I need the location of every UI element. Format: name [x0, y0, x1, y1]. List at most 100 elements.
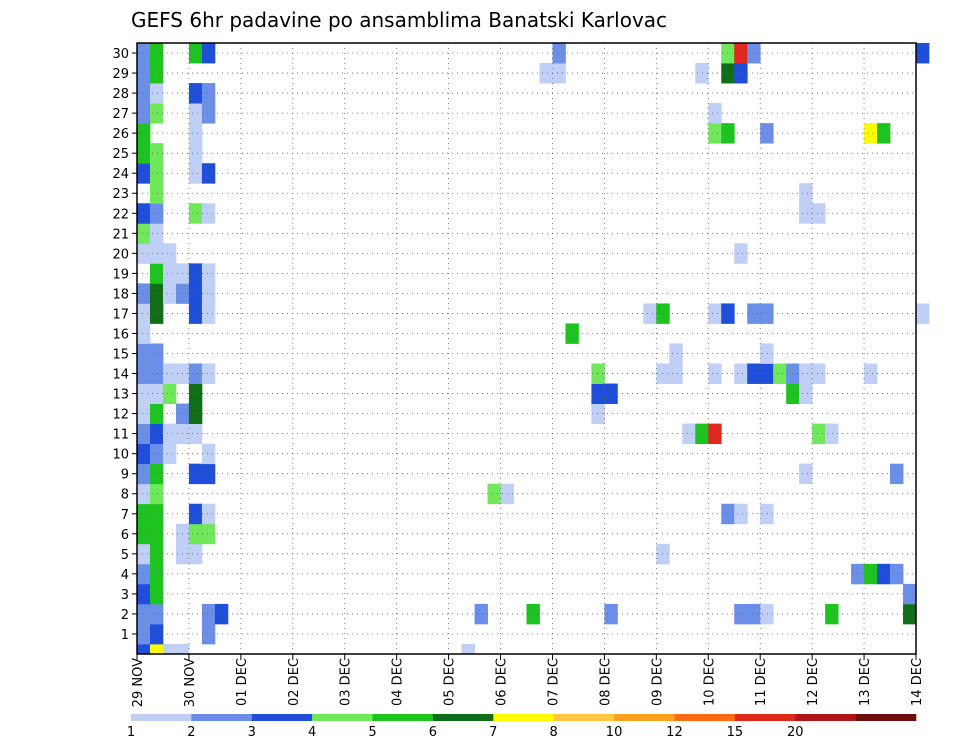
- colorbar-swatch: [614, 714, 675, 721]
- x-tick-label: 03 DEC: [339, 658, 354, 706]
- precip-cell: [604, 603, 618, 625]
- precip-cell: [747, 363, 761, 384]
- precip-cell: [812, 203, 826, 224]
- precip-cell: [137, 323, 151, 344]
- colorbar-label: 4: [308, 725, 316, 740]
- y-tick-label: 21: [112, 227, 129, 242]
- precip-cell: [137, 83, 151, 104]
- precip-cell: [137, 463, 151, 485]
- precip-cell: [734, 63, 748, 84]
- precip-cell: [149, 63, 164, 84]
- precip-cell: [149, 103, 164, 124]
- precip-cell: [201, 463, 216, 485]
- y-tick-label: 12: [112, 408, 129, 423]
- precip-cell: [137, 523, 151, 545]
- precip-cell: [890, 463, 904, 485]
- precip-cell: [137, 603, 151, 625]
- precip-cell: [903, 603, 917, 625]
- precip-cell: [201, 163, 216, 184]
- colorbar-swatch: [795, 714, 856, 721]
- precip-cell: [916, 43, 930, 64]
- precip-cell: [149, 243, 164, 264]
- y-tick-label: 27: [112, 107, 129, 122]
- precip-cell: [656, 543, 670, 565]
- precip-cell: [201, 303, 216, 324]
- precip-cell: [760, 603, 774, 625]
- precip-cell: [487, 483, 501, 505]
- precip-cell: [149, 603, 164, 625]
- colorbar-label: 10: [606, 725, 623, 740]
- precip-cell: [137, 163, 151, 184]
- y-tick-label: 2: [121, 608, 129, 623]
- precip-cell: [188, 103, 203, 124]
- precip-cell: [643, 303, 657, 324]
- y-tick-label: 25: [112, 147, 129, 162]
- precip-cell: [734, 503, 748, 525]
- precip-cell: [591, 383, 605, 404]
- colorbar-label: 3: [248, 725, 256, 740]
- precip-cell: [695, 63, 709, 84]
- precip-cell: [201, 443, 216, 465]
- y-tick-label: 14: [112, 368, 129, 383]
- precip-cell: [137, 63, 151, 84]
- precip-cell: [812, 423, 826, 445]
- precip-cell: [149, 143, 164, 164]
- precip-cell: [149, 303, 164, 324]
- x-tick-label: 29 NOV: [131, 658, 146, 707]
- colorbar-label: 20: [787, 725, 804, 740]
- precip-cell: [552, 43, 566, 64]
- precip-cell: [149, 43, 164, 64]
- precip-cell: [149, 263, 164, 284]
- y-axis-ticks: 1234567891011121314151617181920212223242…: [112, 47, 137, 643]
- y-tick-label: 26: [112, 127, 129, 142]
- y-tick-label: 3: [121, 588, 129, 603]
- precip-cell: [188, 423, 203, 445]
- colorbar-swatch: [674, 714, 736, 721]
- precip-cell: [188, 523, 203, 545]
- x-tick-label: 11 DEC: [754, 658, 769, 706]
- precip-cell: [188, 503, 203, 525]
- precip-cell: [149, 583, 164, 605]
- colorbar-swatch: [553, 714, 615, 721]
- precip-cell: [162, 243, 177, 264]
- precip-cell: [137, 643, 151, 655]
- precip-cell: [149, 523, 164, 545]
- precip-cell: [137, 343, 151, 364]
- precip-cell: [137, 403, 151, 425]
- precip-cell: [137, 123, 151, 144]
- y-tick-label: 9: [121, 468, 129, 483]
- x-tick-label: 12 DEC: [806, 658, 821, 706]
- precip-cell: [708, 123, 722, 144]
- x-tick-label: 14 DEC: [910, 658, 925, 706]
- colorbar-swatch: [251, 714, 313, 721]
- precip-cell: [864, 563, 878, 585]
- precip-cell: [773, 363, 787, 384]
- precip-cell: [149, 203, 164, 224]
- precip-cell: [708, 363, 722, 384]
- precip-cell: [799, 383, 813, 404]
- precip-cell: [137, 243, 151, 264]
- precip-cell: [175, 643, 190, 655]
- colorbar-swatch: [312, 714, 373, 721]
- precip-cell: [916, 303, 930, 324]
- precip-cell: [708, 103, 722, 124]
- precip-cell: [903, 583, 917, 605]
- precip-cell: [201, 83, 216, 104]
- y-tick-label: 15: [112, 348, 129, 363]
- colorbar-label: 15: [727, 725, 744, 740]
- y-tick-label: 11: [112, 428, 129, 443]
- y-tick-label: 29: [112, 67, 129, 82]
- precip-cell: [149, 423, 164, 445]
- y-tick-label: 16: [112, 327, 129, 342]
- x-tick-label: 01 DEC: [235, 658, 250, 706]
- precip-cell: [474, 603, 488, 625]
- precip-cell: [149, 183, 164, 204]
- x-axis-ticks: 29 NOV 30 NOV 01 DEC 02 DEC 03 DEC 04 DEC 05 D…: [131, 654, 925, 707]
- precip-cell: [137, 563, 151, 585]
- precip-cell: [760, 343, 774, 364]
- y-tick-label: 23: [112, 187, 129, 202]
- precip-cell: [137, 103, 151, 124]
- colorbar-swatch: [855, 714, 917, 721]
- precip-cell: [149, 223, 164, 244]
